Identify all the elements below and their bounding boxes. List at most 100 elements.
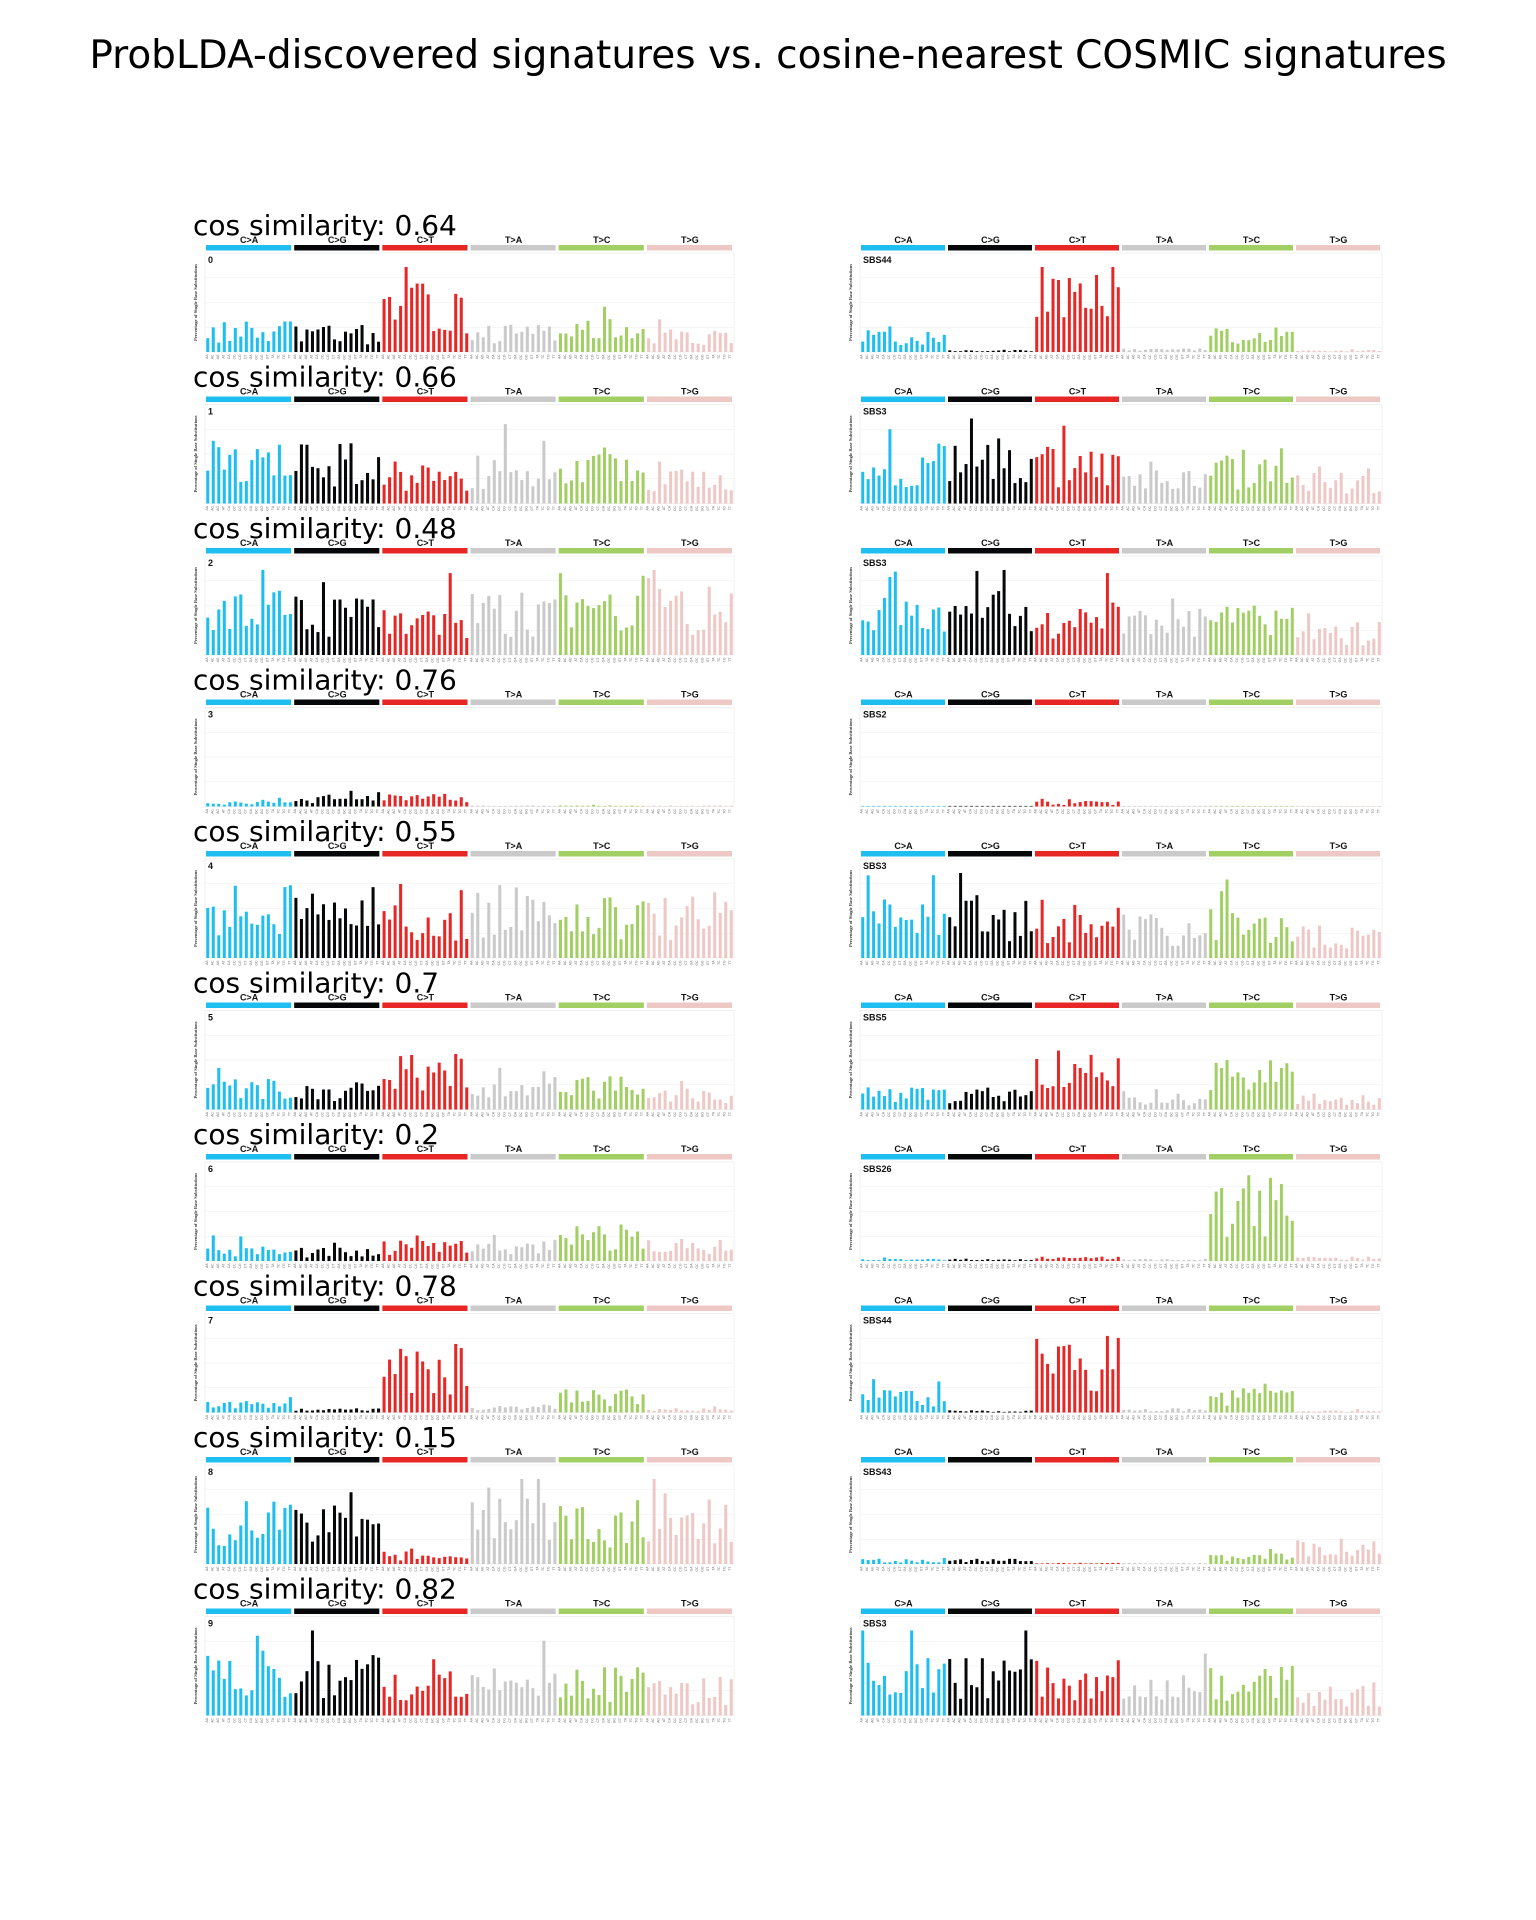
context-bar (663, 484, 667, 504)
context-bar (1073, 1700, 1077, 1716)
class-label: T>C (1243, 235, 1261, 245)
context-tick: GG (1001, 1566, 1005, 1572)
context-bar (580, 482, 584, 504)
context-bar (1171, 349, 1175, 352)
context-bar (1062, 1257, 1066, 1261)
context-bar (1312, 805, 1316, 807)
context-bar (432, 331, 436, 352)
context-tick: TC (1017, 1263, 1021, 1268)
context-tick: GT (1007, 506, 1011, 511)
context-bar (663, 332, 667, 352)
context-tick: CG (892, 1112, 896, 1117)
context-tick: AG (216, 506, 220, 511)
context-tick: CG (238, 1718, 242, 1723)
context-bar (575, 323, 579, 352)
context-bar (222, 1545, 226, 1564)
context-tick: CT (898, 809, 902, 814)
context-tick: TA (535, 1414, 539, 1419)
y-axis-label: Percentage of Single Base Substitutions (193, 1021, 198, 1098)
context-tick: GG (1175, 657, 1179, 663)
class-bar (1209, 245, 1293, 251)
context-bar (948, 805, 952, 807)
context-tick: AA (1295, 960, 1299, 965)
context-bar (1138, 474, 1142, 504)
context-bar (1035, 316, 1039, 352)
context-bar (536, 921, 540, 958)
context-bar (1296, 1411, 1300, 1413)
class-label: C>G (981, 538, 1000, 548)
context-bar (1203, 474, 1207, 504)
context-tick: CA (403, 354, 407, 359)
context-bar (443, 793, 447, 807)
context-bar (1323, 1699, 1327, 1716)
context-tick: TT (1028, 658, 1032, 662)
context-tick: GT (442, 658, 446, 663)
context-bar (872, 1379, 876, 1413)
context-bar (1356, 1689, 1360, 1716)
context-bar (980, 1259, 984, 1261)
context-bar (1290, 941, 1294, 958)
context-tick: CT (331, 506, 335, 511)
context-tick: CA (1316, 354, 1320, 359)
context-tick: AC (475, 354, 479, 359)
context-bar (893, 341, 897, 352)
context-tick: TT (941, 1415, 945, 1419)
context-bar (1350, 1256, 1354, 1261)
context-tick: AA (557, 354, 561, 359)
context-tick: CA (403, 1717, 407, 1722)
context-tick: CA (1316, 1717, 1320, 1722)
context-bar (1285, 482, 1289, 504)
context-tick: GA (1164, 1566, 1168, 1572)
context-tick: AA (1295, 1717, 1299, 1722)
context-bar (1051, 638, 1055, 655)
context-bar (569, 480, 573, 504)
context-tick: CC (409, 1566, 413, 1571)
context-bar (1312, 1411, 1316, 1413)
context-tick: TG (723, 657, 727, 662)
class-label: C>T (417, 1296, 435, 1306)
context-bar (959, 614, 963, 655)
context-tick: CC (497, 960, 501, 965)
context-bar (685, 623, 689, 655)
context-tick: AT (662, 1567, 666, 1571)
context-bar (1089, 1258, 1093, 1261)
context-bar (975, 1089, 979, 1110)
context-tick: AG (1045, 1566, 1049, 1571)
context-tick: TC (276, 1566, 280, 1571)
context-tick: CG (502, 809, 506, 814)
context-tick: AA (469, 505, 473, 510)
context-bar (1334, 1699, 1338, 1716)
context-bar (525, 1498, 529, 1564)
context-bar (1138, 1696, 1142, 1716)
class-bar (861, 851, 945, 857)
context-bar (1002, 468, 1006, 504)
context-bar (580, 931, 584, 958)
context-bar (702, 1090, 706, 1110)
context-tick: AA (381, 1111, 385, 1116)
context-tick: AT (1311, 1264, 1315, 1268)
context-tick: GG (613, 1263, 617, 1269)
class-label: C>A (894, 1447, 913, 1457)
y-axis-label: Percentage of Single Base Substitutions (848, 264, 853, 341)
context-tick: TA (624, 960, 628, 965)
context-tick: TC (1191, 1566, 1195, 1571)
context-tick: AT (662, 1718, 666, 1722)
context-bar (1220, 460, 1224, 504)
context-tick: AT (574, 1112, 578, 1116)
context-bar (1171, 805, 1175, 807)
context-bar (250, 460, 254, 504)
context-bar (882, 1257, 886, 1261)
context-bar (1220, 1068, 1224, 1110)
context-bar (1008, 1670, 1012, 1716)
context-tick: TG (546, 657, 550, 662)
context-bar (206, 803, 210, 807)
context-bar (542, 1071, 546, 1110)
context-bar (1258, 918, 1262, 958)
context-tick: AG (871, 1415, 875, 1420)
context-bar (211, 440, 215, 504)
context-tick: AT (662, 1415, 666, 1419)
context-bar (942, 1401, 946, 1413)
context-bar (997, 919, 1001, 958)
class-label: T>A (505, 993, 523, 1003)
